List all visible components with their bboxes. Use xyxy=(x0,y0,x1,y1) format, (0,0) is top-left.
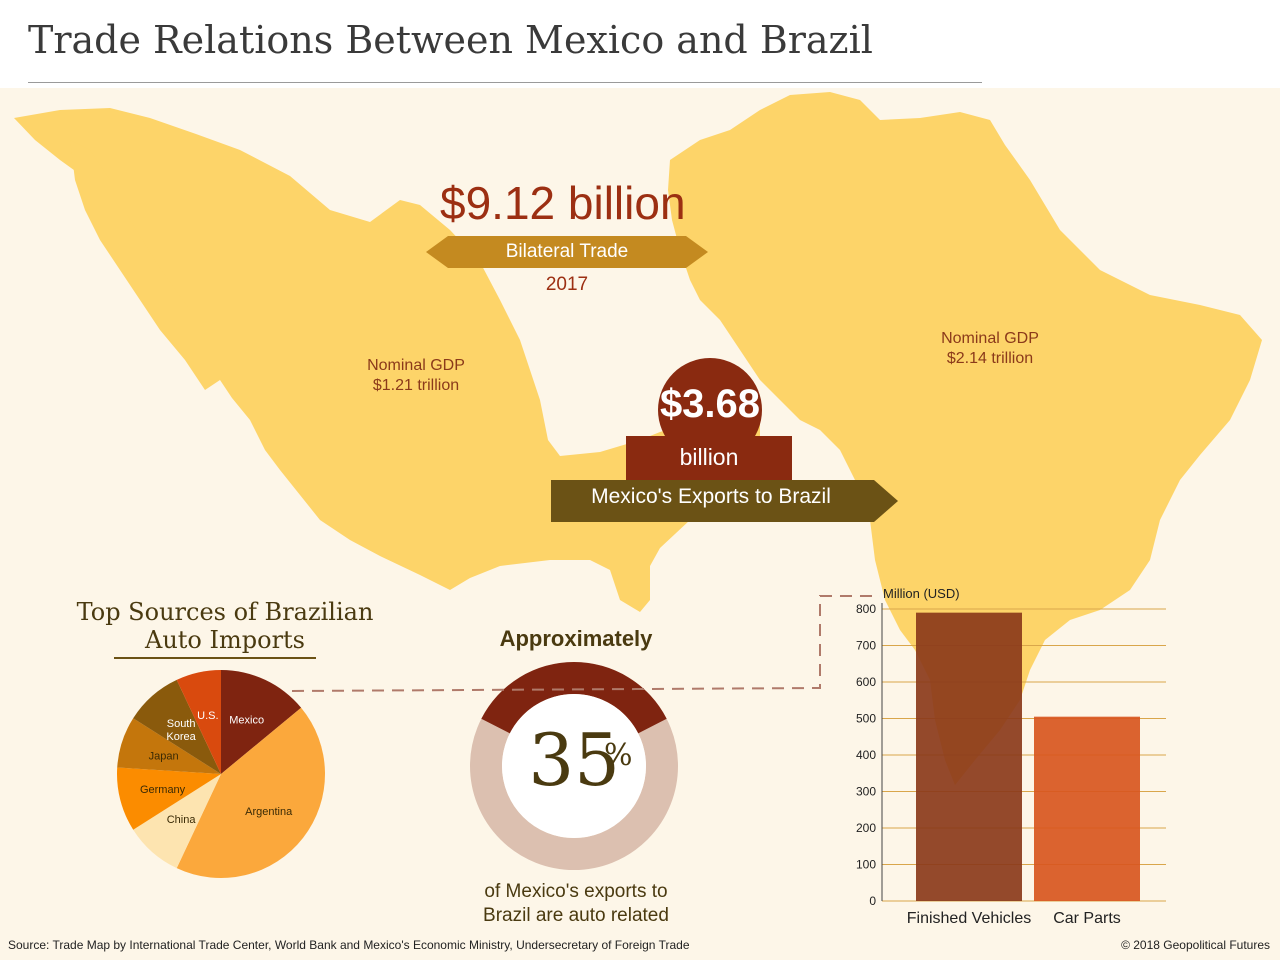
source-note: Source: Trade Map by International Trade… xyxy=(8,938,690,952)
brazil-gdp-value: $2.14 trillion xyxy=(946,350,1034,367)
bar-y-tick-label: 200 xyxy=(856,821,876,835)
exports-unit: billion xyxy=(679,444,739,470)
bar-y-tick-label: 700 xyxy=(856,639,876,653)
mexico-gdp-label: Nominal GDP xyxy=(367,357,465,374)
title-divider xyxy=(28,82,982,83)
auto-exports-bar-chart: 0 100 200 300 400 500 600 700 800 Finished Vehicl… xyxy=(856,602,1166,927)
copyright-note: © 2018 Geopolitical Futures xyxy=(1121,938,1270,952)
pie-slice-germany xyxy=(116,767,221,830)
auto-share-percent-sign: % xyxy=(604,738,633,773)
pie-label-china: China xyxy=(167,814,197,826)
exports-value: $3.68 xyxy=(659,382,761,426)
auto-imports-pie: Mexico Argentina China Germany Japan South Kor… xyxy=(116,670,325,878)
bilateral-trade-year: 2017 xyxy=(545,274,589,295)
bilateral-trade-ribbon xyxy=(426,236,708,268)
pie-slice-mexico xyxy=(221,670,302,774)
bar-chart-unit-label: Million (USD) xyxy=(883,586,960,601)
pie-slice-south-korea xyxy=(133,679,221,774)
auto-share-description-line2: Brazil are auto related xyxy=(483,905,669,926)
auto-share-donut xyxy=(470,662,678,870)
bar-y-tick-label: 800 xyxy=(856,602,876,616)
pie-slice-u-s xyxy=(176,670,221,774)
pie-label-u-s: U.S. xyxy=(197,710,218,722)
pie-label-mexico: Mexico xyxy=(229,714,264,726)
connector-line xyxy=(291,595,880,692)
pie-label-south-korea: South Korea xyxy=(166,718,196,743)
bar-category-label: Car Parts xyxy=(1053,910,1121,927)
baja-california-shape xyxy=(70,140,220,390)
bilateral-trade-value: $9.12 billion xyxy=(440,177,686,229)
title-bar xyxy=(0,0,1280,88)
page-title: Trade Relations Between Mexico and Brazi… xyxy=(28,18,873,62)
bar-car-parts xyxy=(1034,716,1140,901)
exports-box xyxy=(626,436,792,480)
bar-y-tick-label: 600 xyxy=(856,675,876,689)
pie-label-argentina: Argentina xyxy=(245,806,293,818)
auto-share-prefix: Approximately xyxy=(499,626,653,651)
bar-y-tick-label: 100 xyxy=(856,858,876,872)
bar-finished-vehicles xyxy=(916,612,1022,901)
brazil-gdp-label: Nominal GDP xyxy=(941,330,1039,347)
pie-slice-japan xyxy=(117,718,221,774)
donut-auto-share-arc xyxy=(481,662,667,734)
exports-label: Mexico's Exports to Brazil xyxy=(591,485,831,508)
bar-category-label: Finished Vehicles xyxy=(907,910,1032,927)
bilateral-trade-label: Bilateral Trade xyxy=(505,241,629,262)
auto-share-description-line1: of Mexico's exports to xyxy=(484,881,668,902)
brazil-map-shape xyxy=(668,92,1262,785)
bar-y-tick-label: 400 xyxy=(856,748,876,762)
brazil-gdp: Nominal GDP $2.14 trillion xyxy=(914,329,1066,369)
bar-y-tick-label: 500 xyxy=(856,712,876,726)
pie-title-line1: Top Sources of Brazilian xyxy=(76,598,374,626)
pie-label-japan: Japan xyxy=(149,750,179,762)
mexico-gdp: Nominal GDP $1.21 trillion xyxy=(340,356,492,396)
pie-slice-china xyxy=(133,774,221,869)
auto-share-value: 35 xyxy=(528,718,620,802)
pie-slice-argentina xyxy=(176,707,325,878)
auto-share-description: of Mexico's exports to Brazil are auto r… xyxy=(456,880,696,928)
bar-y-tick-label: 300 xyxy=(856,785,876,799)
bar-y-tick-label: 0 xyxy=(869,894,876,908)
pie-chart-title: Top Sources of Brazilian Auto Imports xyxy=(60,598,390,654)
pie-label-germany: Germany xyxy=(140,784,186,796)
donut-center xyxy=(502,694,646,838)
pie-title-line2: Auto Imports xyxy=(145,626,305,654)
mexico-gdp-value: $1.21 trillion xyxy=(372,377,460,394)
exports-arrow-ribbon xyxy=(551,480,898,522)
